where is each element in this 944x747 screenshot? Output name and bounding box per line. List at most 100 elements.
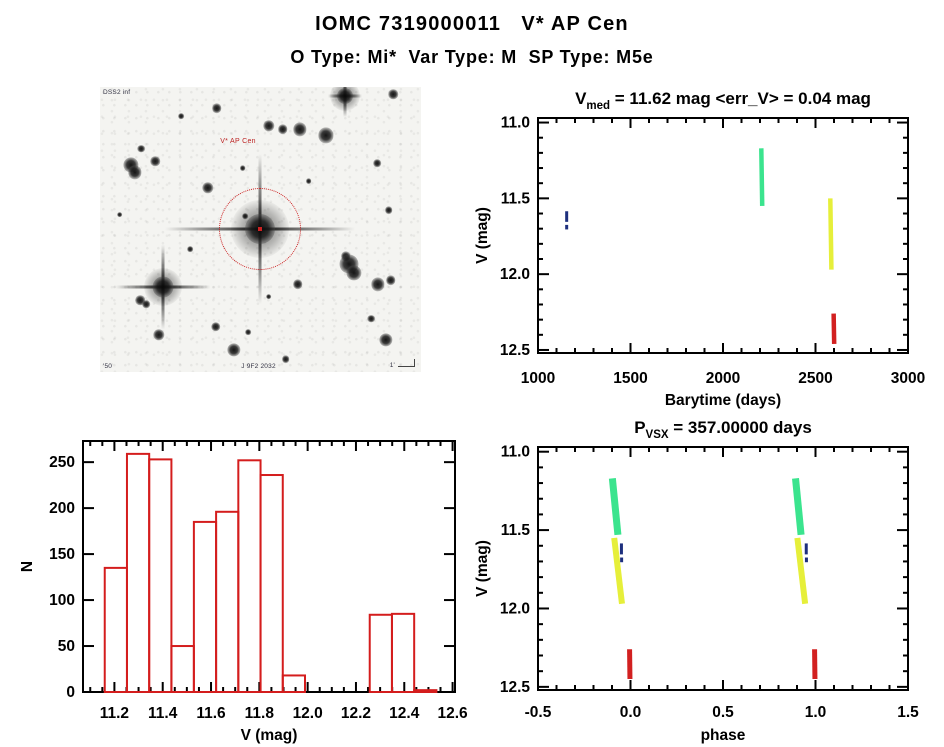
- y-tick-label: 11.5: [501, 190, 531, 207]
- star: [239, 165, 246, 171]
- star: [371, 277, 385, 291]
- x-tick-label: 1.5: [897, 704, 919, 721]
- histogram-bar: [215, 510, 240, 693]
- target-center-icon: [257, 226, 262, 231]
- y-axis-label: V (mag): [474, 207, 491, 264]
- phase-green: [608, 478, 805, 536]
- x-tick-label: 12.0: [293, 705, 323, 722]
- star: [153, 329, 165, 341]
- y-tick-label: 11.0: [501, 115, 530, 132]
- x-tick-label: -0.5: [525, 704, 552, 721]
- axis-box: [82, 440, 456, 693]
- page-subtitle: O Type: Mi* Var Type: M SP Type: M5e: [290, 47, 654, 67]
- star: [346, 264, 362, 281]
- target-circle-icon: [218, 187, 301, 270]
- star: [265, 293, 272, 300]
- star: [178, 113, 185, 120]
- x-tick-label: 1000: [521, 370, 555, 387]
- y-tick-label: 12.0: [500, 266, 530, 283]
- histogram-bar: [281, 674, 306, 693]
- x-tick-label: 12.2: [341, 705, 371, 722]
- star: [245, 328, 252, 335]
- bright-star: [152, 276, 174, 297]
- y-axis-label: V (mag): [474, 540, 491, 597]
- y-tick-label: 250: [49, 454, 75, 471]
- star: [211, 321, 221, 332]
- y-tick-label: 12.5: [500, 342, 531, 359]
- star: [262, 120, 275, 132]
- star: [226, 343, 241, 357]
- star: [367, 314, 376, 323]
- histogram-bar: [390, 612, 416, 694]
- barytime-lightcurve-plot: 1000 1500 2000 2500 3000 11.0 11.5 12.0 12.5 Bary…: [474, 89, 925, 409]
- star: [318, 127, 334, 144]
- y-tick-label: 11.5: [501, 522, 531, 539]
- x-axis-label: Barytime (days): [665, 392, 781, 409]
- finding-chart-corner-label: '50: [103, 363, 113, 370]
- star: [379, 333, 393, 347]
- finding-chart-coords-label: J 9F2 2032: [241, 363, 276, 370]
- y-tick-label: 12.5: [500, 679, 531, 696]
- pointing-2-green: [759, 148, 765, 206]
- histogram-bar: [413, 689, 438, 693]
- star: [187, 246, 193, 253]
- star: [305, 178, 312, 184]
- plot-title: Vmed = 11.62 mag <err_V> = 0.04 mag: [575, 89, 871, 112]
- page-title: IOMC 7319000011 V* AP Cen: [315, 13, 629, 35]
- x-tick-label: 0.5: [712, 704, 734, 721]
- histogram-bar: [368, 613, 393, 693]
- histogram-bar: [103, 566, 128, 693]
- star: [277, 124, 288, 135]
- x-axis-label: V (mag): [241, 727, 298, 744]
- histogram-bar: [237, 459, 262, 693]
- star: [373, 159, 382, 167]
- phase-folded-plot: -0.5 0.0 0.5 1.0 1.5 11.0 11.5 12.0 12.5 phase V (…: [474, 418, 919, 744]
- star: [150, 156, 160, 167]
- scale-bar-label: 1': [389, 362, 395, 369]
- target-star-label: V* AP Cen: [220, 138, 256, 146]
- star: [384, 206, 393, 215]
- x-tick-label: 2500: [798, 370, 832, 387]
- x-tick-label: 2000: [706, 370, 740, 387]
- x-tick-label: 1500: [613, 370, 647, 387]
- star: [128, 165, 142, 179]
- x-axis-label: phase: [701, 727, 746, 744]
- x-tick-label: 11.2: [100, 705, 129, 722]
- x-tick-label: 1.0: [805, 704, 827, 721]
- star: [388, 89, 399, 99]
- histogram-bar: [125, 452, 151, 693]
- star: [281, 355, 290, 364]
- phase-red: [627, 649, 818, 680]
- histogram-bar: [259, 474, 284, 694]
- finding-chart-image: DSS2 inf J 9F2 2032 '50 1' V* AP Cen: [100, 87, 421, 372]
- x-tick-label: 3000: [891, 370, 925, 387]
- pointing-4-red: [831, 313, 837, 344]
- x-tick-label: 11.6: [196, 705, 226, 722]
- star: [386, 275, 396, 285]
- x-tick-label: 12.6: [437, 705, 468, 722]
- axis-box: [537, 117, 909, 354]
- star: [292, 279, 303, 289]
- x-tick-label: 0.0: [620, 704, 642, 721]
- y-tick-label: 150: [49, 546, 75, 563]
- y-tick-label: 12.0: [500, 600, 530, 617]
- y-tick-label: 200: [49, 500, 75, 517]
- y-tick-label: 11.0: [501, 444, 530, 461]
- phase-blue: [619, 543, 808, 563]
- scale-bar-icon: [398, 359, 415, 367]
- finding-chart-survey-label: DSS2 inf: [103, 89, 131, 96]
- histogram-bar: [170, 645, 195, 693]
- star: [293, 122, 307, 137]
- y-tick-label: 50: [58, 638, 75, 655]
- x-tick-label: 11.8: [245, 705, 275, 722]
- bright-star: [336, 88, 353, 105]
- histogram-bar: [192, 520, 218, 693]
- star: [142, 300, 151, 308]
- y-tick-label: 0: [66, 684, 75, 701]
- axis-box: [537, 446, 909, 691]
- y-axis-label: N: [19, 561, 36, 572]
- magnitude-histogram-plot: 11.2 11.4 11.6 11.8 12.0 12.2 12.4 12.6 0 50 100 15…: [19, 440, 468, 744]
- star: [212, 103, 222, 114]
- phase-yellow: [611, 537, 809, 605]
- histogram-bar: [148, 458, 173, 694]
